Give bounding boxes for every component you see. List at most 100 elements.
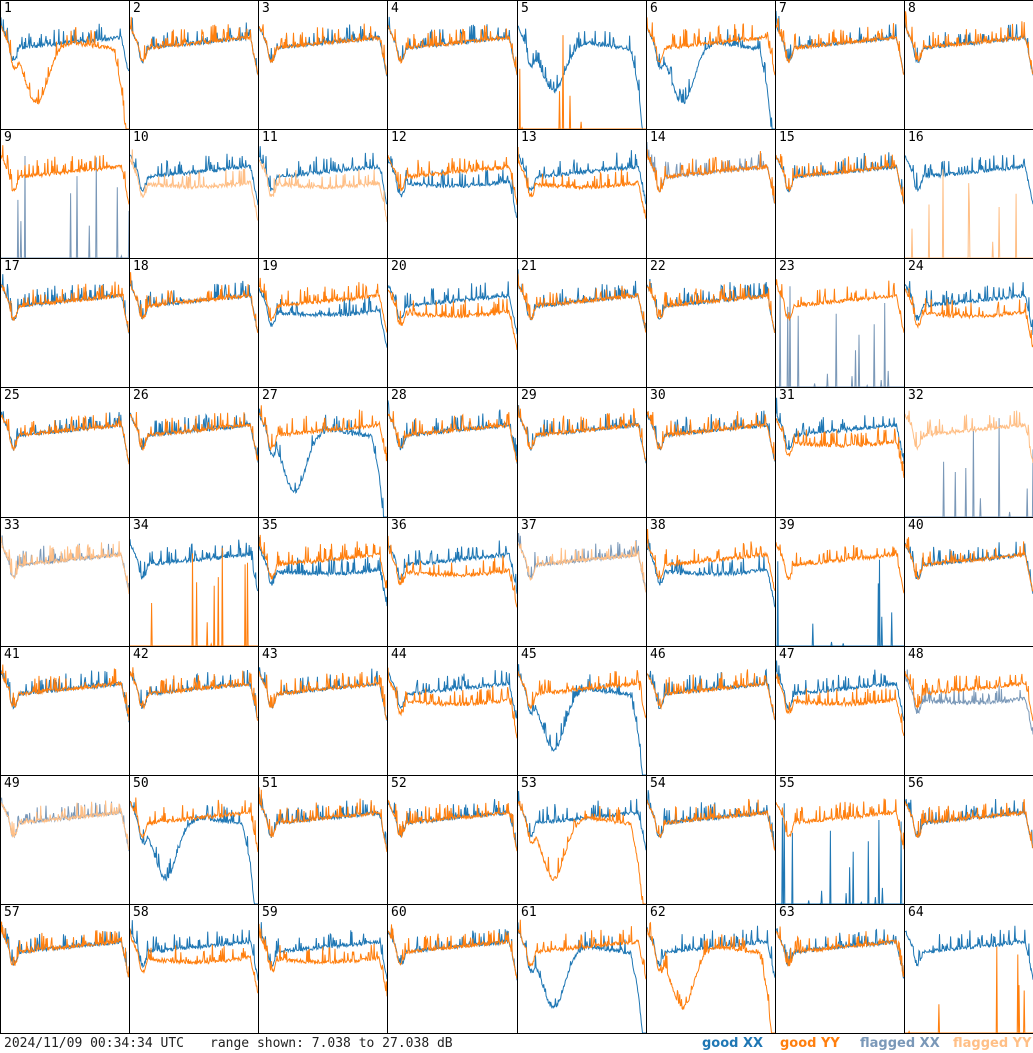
panel-plot bbox=[905, 798, 1033, 849]
panel-number: 56 bbox=[908, 776, 924, 791]
panel-plot bbox=[388, 924, 517, 981]
panel-plot bbox=[259, 667, 387, 721]
xx-series-line bbox=[905, 19, 1033, 76]
yy-series-line bbox=[518, 273, 646, 333]
panel-plot bbox=[259, 405, 387, 517]
xx-series-line bbox=[776, 559, 904, 646]
panel-number: 7 bbox=[779, 1, 787, 16]
antenna-panel: 56 bbox=[904, 775, 1033, 905]
panel-number: 1 bbox=[4, 1, 12, 16]
panel-plot bbox=[905, 537, 1033, 595]
antenna-panel: 21 bbox=[517, 258, 647, 388]
antenna-panel: 41 bbox=[0, 646, 130, 776]
antenna-panel: 61 bbox=[517, 904, 647, 1034]
xx-series-line bbox=[130, 800, 258, 904]
panel-plot bbox=[130, 539, 258, 646]
antenna-panel: 14 bbox=[646, 129, 776, 259]
yy-series-line bbox=[259, 923, 387, 997]
antenna-panel: 37 bbox=[517, 517, 647, 647]
yy-series-line bbox=[388, 289, 517, 351]
panel-number: 48 bbox=[908, 647, 924, 662]
antenna-panel: 8 bbox=[904, 0, 1033, 130]
panel-plot bbox=[776, 397, 904, 478]
antenna-panel: 55 bbox=[775, 775, 905, 905]
antenna-panel: 50 bbox=[129, 775, 259, 905]
xx-series-line bbox=[130, 412, 258, 463]
antenna-panel: 16 bbox=[904, 129, 1033, 259]
xx-series-line bbox=[130, 17, 258, 75]
yy-series-line bbox=[259, 159, 387, 222]
panel-number: 18 bbox=[133, 259, 149, 274]
xx-series-line bbox=[518, 150, 646, 205]
xx-series-line bbox=[518, 790, 646, 851]
xx-series-line bbox=[905, 798, 1033, 848]
xx-series-line bbox=[130, 539, 258, 592]
panel-plot bbox=[647, 668, 775, 721]
panel-plot bbox=[905, 925, 1033, 1033]
xx-series-line bbox=[905, 541, 1033, 595]
panel-plot bbox=[388, 155, 517, 219]
yy-series-line bbox=[647, 669, 775, 721]
xx-series-line bbox=[130, 280, 258, 333]
yy-series-line bbox=[388, 667, 517, 739]
panel-number: 49 bbox=[4, 776, 20, 791]
panel-number: 64 bbox=[908, 905, 924, 920]
panel-plot bbox=[388, 667, 517, 739]
panel-plot bbox=[647, 278, 775, 334]
panel-plot bbox=[259, 23, 387, 77]
panel-number: 47 bbox=[779, 647, 795, 662]
xx-series-line bbox=[776, 928, 904, 979]
yy-series-line bbox=[259, 787, 387, 853]
antenna-panel: 44 bbox=[387, 646, 518, 776]
panel-plot bbox=[259, 922, 387, 997]
xx-series-line bbox=[647, 668, 775, 720]
panel-plot bbox=[776, 10, 904, 75]
yy-series-line bbox=[130, 667, 258, 721]
antenna-panel: 25 bbox=[0, 387, 130, 518]
legend-flagged-yy: flagged YY bbox=[953, 1036, 1032, 1051]
xx-series-line bbox=[776, 803, 904, 904]
yy-series-line bbox=[647, 17, 775, 76]
panel-number: 33 bbox=[4, 518, 20, 533]
panel-number: 52 bbox=[391, 776, 407, 791]
legend-good-xx: good XX bbox=[702, 1036, 764, 1051]
yy-series-line bbox=[388, 799, 517, 852]
antenna-panel: 51 bbox=[258, 775, 388, 905]
panel-number: 28 bbox=[391, 388, 407, 403]
panel-plot bbox=[1, 17, 129, 129]
panel-plot bbox=[518, 664, 646, 775]
yy-series-line bbox=[905, 11, 1033, 75]
yy-series-line bbox=[259, 405, 387, 462]
panel-number: 21 bbox=[521, 259, 537, 274]
panel-plot bbox=[130, 411, 258, 463]
yy-series-line bbox=[905, 946, 1033, 1033]
antenna-panel: 47 bbox=[775, 646, 905, 776]
xx-series-line bbox=[259, 536, 387, 607]
xx-series-line bbox=[388, 799, 517, 850]
yy-series-line bbox=[905, 537, 1033, 592]
panel-number: 17 bbox=[4, 259, 20, 274]
antenna-panel: 24 bbox=[904, 258, 1033, 388]
panel-number: 61 bbox=[521, 905, 537, 920]
xx-series-line bbox=[388, 540, 517, 594]
panel-plot bbox=[518, 405, 646, 464]
antenna-panel: 7 bbox=[775, 0, 905, 130]
panel-number: 11 bbox=[262, 130, 278, 145]
panel-plot bbox=[130, 920, 258, 994]
antenna-panel: 34 bbox=[129, 517, 259, 647]
panel-number: 4 bbox=[391, 1, 399, 16]
panel-plot bbox=[130, 272, 258, 334]
antenna-panel: 1 bbox=[0, 0, 130, 130]
yy-series-line bbox=[905, 670, 1033, 722]
panel-plot bbox=[647, 141, 775, 204]
yy-series-line bbox=[905, 410, 1033, 463]
panel-number: 16 bbox=[908, 130, 924, 145]
panel-plot bbox=[905, 11, 1033, 76]
yy-series-line bbox=[518, 801, 646, 904]
panel-number: 2 bbox=[133, 1, 141, 16]
yy-series-line bbox=[518, 146, 646, 219]
xx-series-line bbox=[776, 397, 904, 464]
xx-series-line bbox=[1, 797, 129, 852]
panel-number: 25 bbox=[4, 388, 20, 403]
panel-plot bbox=[776, 542, 904, 646]
